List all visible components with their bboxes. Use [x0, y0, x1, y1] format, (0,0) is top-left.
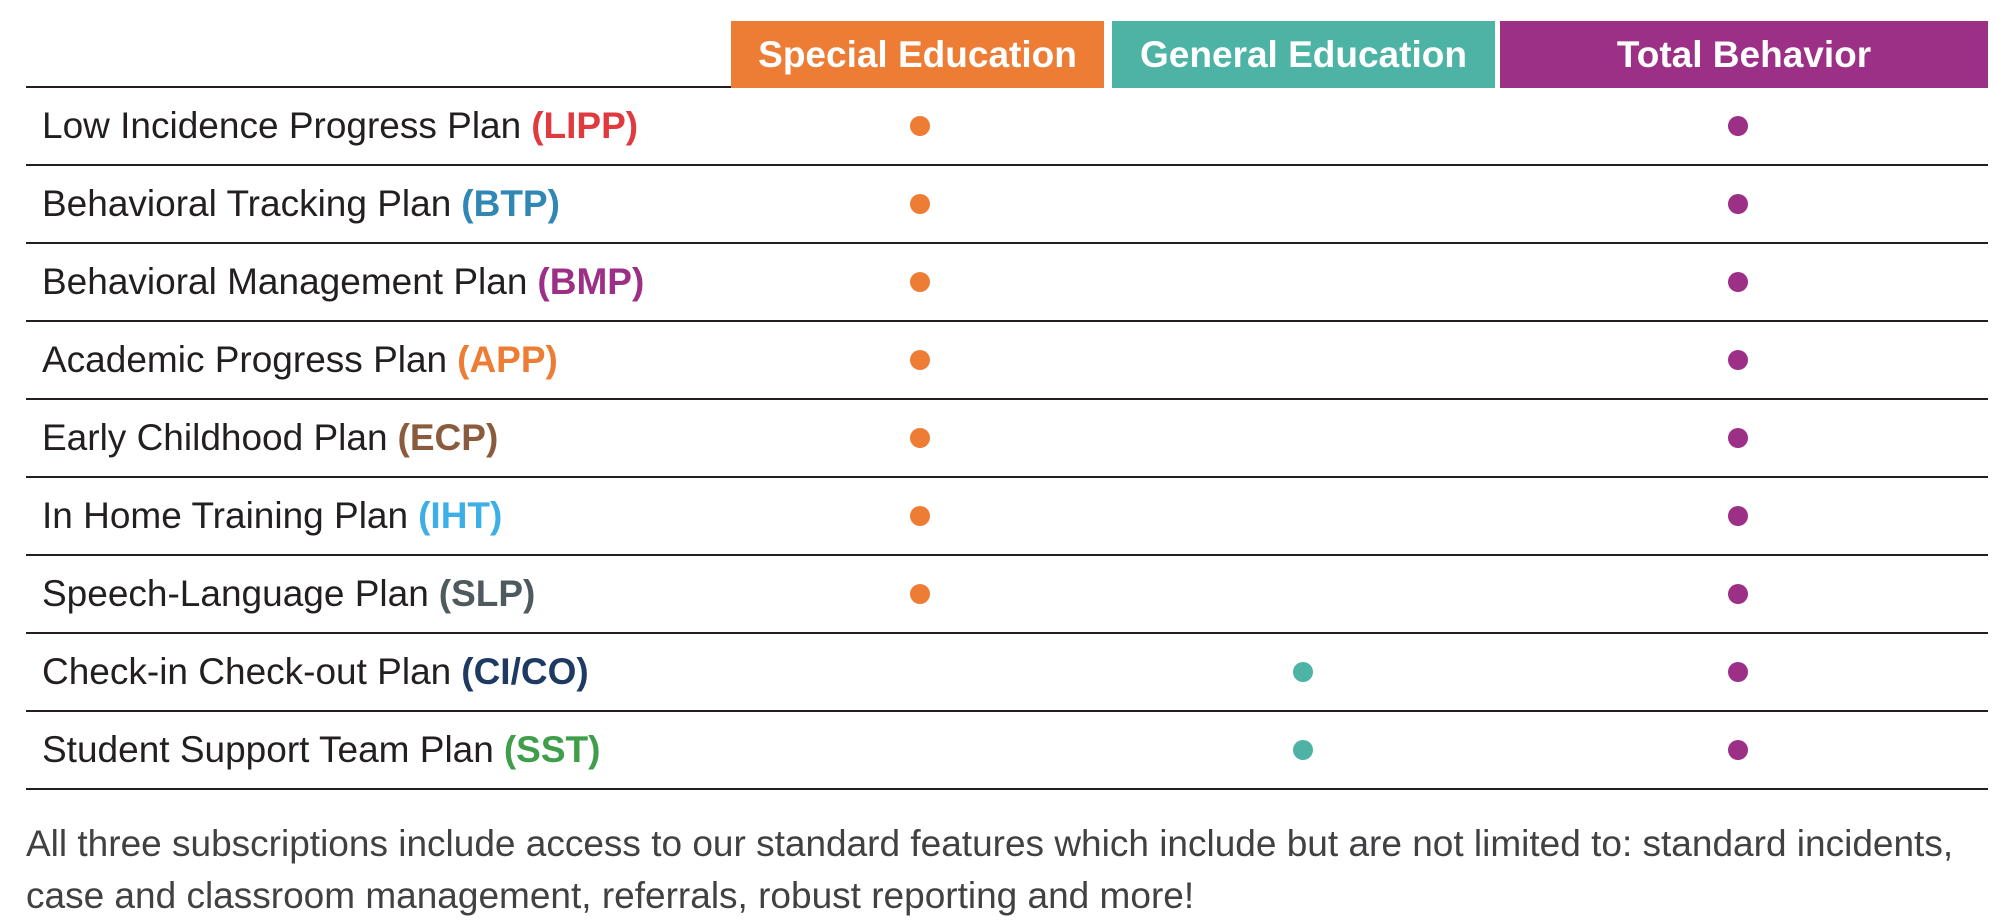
general-education-header: General Education [1112, 21, 1495, 88]
plan-label: In Home Training Plan (IHT) [42, 478, 502, 554]
special-included-dot-icon [910, 506, 930, 526]
footer-note: All three subscriptions include access t… [26, 823, 1954, 916]
plan-label: Low Incidence Progress Plan (LIPP) [42, 88, 638, 164]
plan-name: Speech-Language Plan [42, 573, 429, 614]
plan-name: Student Support Team Plan [42, 729, 494, 770]
plan-name: Behavioral Tracking Plan [42, 183, 452, 224]
general-included-dot-icon [1293, 740, 1313, 760]
plan-label: Student Support Team Plan (SST) [42, 712, 600, 788]
total-behavior-header: Total Behavior [1500, 21, 1988, 88]
plan-abbreviation: (SST) [503, 729, 601, 770]
total-included-dot-icon [1728, 662, 1748, 682]
plan-abbreviation: (CI/CO) [461, 651, 589, 692]
total-included-dot-icon [1728, 740, 1748, 760]
plan-name: Academic Progress Plan [42, 339, 448, 380]
plan-abbreviation: (ECP) [397, 417, 499, 458]
total-included-dot-icon [1728, 428, 1748, 448]
table-row: Behavioral Tracking Plan (BTP) [26, 166, 1988, 244]
plan-name: Low Incidence Progress Plan [42, 105, 522, 146]
plan-abbreviation: (BMP) [537, 261, 645, 302]
header-divider [26, 86, 731, 88]
total-included-dot-icon [1728, 116, 1748, 136]
table-row: In Home Training Plan (IHT) [26, 478, 1988, 556]
plan-abbreviation: (LIPP) [531, 105, 639, 146]
plan-abbreviation: (IHT) [418, 495, 503, 536]
special-included-dot-icon [910, 584, 930, 604]
special-included-dot-icon [910, 428, 930, 448]
table-row: Student Support Team Plan (SST) [26, 712, 1988, 790]
special-included-dot-icon [910, 194, 930, 214]
plan-name: Behavioral Management Plan [42, 261, 528, 302]
special-included-dot-icon [910, 350, 930, 370]
total-included-dot-icon [1728, 350, 1748, 370]
plan-abbreviation: (BTP) [461, 183, 560, 224]
plan-label: Check-in Check-out Plan (CI/CO) [42, 634, 589, 710]
plan-name: Check-in Check-out Plan [42, 651, 452, 692]
special-included-dot-icon [910, 116, 930, 136]
plan-abbreviation: (SLP) [438, 573, 536, 614]
plan-label: Speech-Language Plan (SLP) [42, 556, 535, 632]
plan-label: Academic Progress Plan (APP) [42, 322, 558, 398]
table-row: Academic Progress Plan (APP) [26, 322, 1988, 400]
table-row: Behavioral Management Plan (BMP) [26, 244, 1988, 322]
total-included-dot-icon [1728, 584, 1748, 604]
plan-label: Behavioral Tracking Plan (BTP) [42, 166, 560, 242]
table-row: Speech-Language Plan (SLP) [26, 556, 1988, 634]
special-included-dot-icon [910, 272, 930, 292]
table-row: Low Incidence Progress Plan (LIPP) [26, 88, 1988, 166]
plan-abbreviation: (APP) [457, 339, 558, 380]
total-included-dot-icon [1728, 194, 1748, 214]
plan-name: In Home Training Plan [42, 495, 409, 536]
plan-name: Early Childhood Plan [42, 417, 388, 458]
general-included-dot-icon [1293, 662, 1313, 682]
table-row: Early Childhood Plan (ECP) [26, 400, 1988, 478]
plan-label: Early Childhood Plan (ECP) [42, 400, 498, 476]
table-row: Check-in Check-out Plan (CI/CO) [26, 634, 1988, 712]
plan-label: Behavioral Management Plan (BMP) [42, 244, 644, 320]
total-included-dot-icon [1728, 506, 1748, 526]
total-included-dot-icon [1728, 272, 1748, 292]
special-education-header: Special Education [731, 21, 1104, 88]
